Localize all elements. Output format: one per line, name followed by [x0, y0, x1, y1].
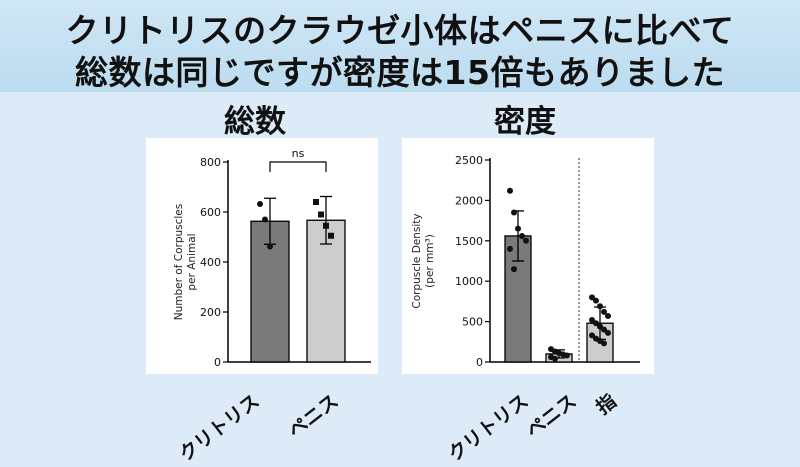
chart-2-point-2-13 — [601, 340, 607, 347]
chart-1-y-tick-label-1: 200 — [200, 306, 221, 319]
chart-1-significance-label: ns — [292, 147, 305, 160]
chart-2-plot: Corpuscle Density(per mm³) 0 500 1000 1500 20… — [411, 154, 640, 369]
chart-1-title: 総数 — [224, 104, 286, 140]
chart-2-y-tick-label-1: 500 — [462, 316, 483, 329]
chart-2-y-tick-label-3: 1500 — [455, 235, 483, 248]
chart-2-point-0-5 — [507, 245, 513, 252]
chart-2-point-1-6 — [552, 355, 558, 362]
chart-2-point-2-3 — [601, 308, 607, 315]
chart-1-y-tick-label-2: 400 — [200, 256, 221, 269]
chart-1-plot: Number of Corpusclesper Animal 0 200 400 600… — [173, 147, 371, 369]
chart-2-point-1-4 — [564, 352, 570, 359]
chart-1-y-tick-label-0: 0 — [214, 356, 221, 369]
chart-2-point-0-1 — [511, 209, 517, 216]
chart-1-y-tick-label-3: 600 — [200, 206, 221, 219]
chart-1-y-axis-label-line-2: per Animal — [186, 233, 198, 290]
chart-1-point-0-0 — [257, 201, 263, 207]
chart-2-point-2-8 — [601, 326, 607, 333]
chart-2-point-2-9 — [605, 329, 611, 336]
chart-2-point-2-6 — [593, 320, 599, 327]
chart-2-y-axis-label: Corpuscle Density(per mm³) — [411, 213, 436, 308]
chart-1-x-tick-label-0: クリトリス — [175, 390, 264, 466]
chart-1-point-1-2 — [323, 222, 329, 229]
chart-1-significance-bracket — [269, 161, 327, 172]
chart-1-point-1-0 — [313, 199, 319, 205]
chart-2-y-tick-label-0: 0 — [476, 356, 483, 369]
chart-2-point-0-2 — [515, 225, 521, 232]
chart-2-x-tick-label-1: ペニス — [522, 390, 581, 443]
chart-2-point-2-7 — [597, 323, 603, 330]
chart-2-point-0-6 — [511, 266, 517, 273]
chart-1-panel: Number of Corpusclesper Animal 0 200 400 600… — [146, 138, 378, 374]
chart-1-point-0-1 — [262, 216, 268, 223]
chart-2-point-0-3 — [519, 232, 525, 239]
chart-2-title: 密度 — [494, 104, 556, 140]
chart-1-point-1-1 — [318, 211, 324, 218]
chart-2-y-tick-label-5: 2500 — [455, 154, 483, 167]
chart-2-point-2-1 — [593, 297, 599, 304]
title-banner: クリトリスのクラウゼ小体はペニスに比べて 総数は同じですが密度は15倍もありまし… — [0, 0, 800, 92]
chart-2-bar-0 — [504, 235, 532, 363]
banner-title-line-1: クリトリスのクラウゼ小体はペニスに比べて — [65, 11, 735, 50]
chart-1-y-tick-label-4: 800 — [200, 156, 221, 169]
chart-2-panel: Corpuscle Density(per mm³) 0 500 1000 1500 20… — [402, 138, 654, 374]
chart-1-y-axis-label-line-1: Number of Corpuscles — [173, 204, 185, 320]
chart-1-x-tick-label-1: ペニス — [284, 390, 343, 443]
chart-1-point-1-3 — [328, 232, 334, 239]
chart-2-point-2-5 — [589, 316, 595, 323]
chart-2-point-0-4 — [523, 237, 529, 244]
chart-2-point-2-2 — [597, 303, 603, 310]
chart-2-x-tick-label-2: 指 — [592, 390, 621, 420]
chart-2-x-tick-label-0: クリトリス — [444, 390, 533, 466]
chart-2-y-tick-label-2: 1000 — [455, 275, 483, 288]
chart-2-point-2-0 — [589, 294, 595, 301]
chart-2-point-0-0 — [507, 187, 513, 194]
chart-1-point-0-2 — [267, 243, 273, 250]
chart-2-y-axis-label-line-2: (per mm³) — [424, 234, 436, 288]
chart-2-point-2-4 — [605, 312, 611, 319]
banner-title-line-2: 総数は同じですが密度は15倍もありました — [75, 53, 725, 92]
chart-2-point-2-10 — [589, 332, 595, 339]
chart-2-y-tick-label-4: 2000 — [455, 194, 483, 207]
chart-1-y-axis-label: Number of Corpusclesper Animal — [173, 204, 198, 320]
chart-2-y-axis-label-line-1: Corpuscle Density — [411, 213, 423, 308]
